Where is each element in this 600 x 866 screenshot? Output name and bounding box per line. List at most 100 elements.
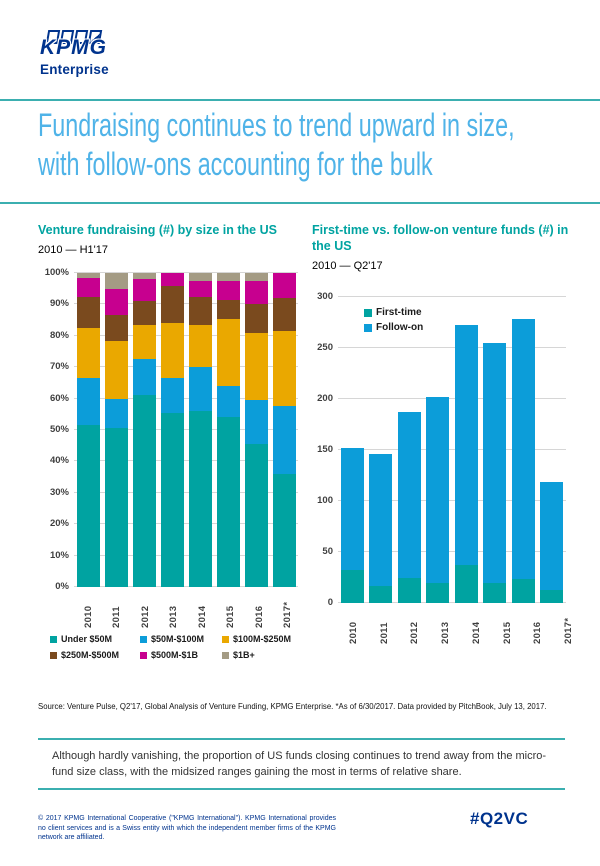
segment [104,288,128,316]
legend-label: $500M-$1B [151,650,199,660]
segment [454,324,478,566]
page-title: Fundraising continues to trend upward in… [38,106,515,184]
segment [272,331,296,407]
y-tick-label: 50% [49,424,69,435]
y-tick-label: 200 [317,393,333,405]
x-tick-label: 2016 [253,605,265,628]
segment [188,280,212,297]
y-tick-label: 80% [49,329,69,341]
page-title-line1: Fundraising continues to trend upward in… [38,107,515,143]
legend-swatch-icon [222,651,229,659]
segment [160,412,184,587]
segment [104,340,128,399]
segment [188,324,212,368]
gridline [338,347,566,348]
stacked-bars [338,297,566,603]
gridline [338,449,566,450]
y-tick-label: 250 [317,342,333,353]
bar-2014 [188,273,212,587]
segment [244,304,268,333]
gridline [74,491,298,493]
x-tick-label: 2015 [501,621,513,644]
segment [426,582,450,603]
legend-swatch-icon [222,635,229,643]
segment [132,301,156,325]
segment [160,273,184,286]
gridline [338,296,566,297]
chart-first-time-vs-follow-on: First-time vs. follow-on venture funds (… [312,222,584,644]
legend-label: Follow-on [376,322,424,333]
y-tick-label: 150 [317,444,333,455]
x-tick-label: 2011 [378,622,390,644]
divider-under-title [0,202,600,204]
segment [160,378,184,413]
chart-subtitle: 2010 — H1'17 [38,244,108,256]
segment [216,280,240,300]
segment [160,323,184,379]
x-tick-label: 2014 [470,621,482,644]
segment [216,417,240,587]
segment [188,411,212,587]
segment [244,400,268,445]
x-axis-labels: 2010 2011 2012 2013 2014 2015 2016 2017* [338,606,584,644]
y-tick-label: 50 [322,546,333,558]
segment [216,299,240,319]
segment [244,332,268,401]
y-tick-label: 100 [317,495,333,507]
segment [369,454,393,586]
y-tick-label: 10% [49,549,69,561]
callout-divider-bottom [38,788,565,790]
bar-2011 [369,297,393,603]
gridline [338,551,566,552]
segment [483,342,507,583]
segment [540,589,564,603]
segment [132,359,156,396]
segment [132,324,156,360]
y-tick-label: 0% [55,581,69,592]
segment [104,273,128,289]
bar-2011 [104,273,128,587]
legend-label: $100M-$250M [233,634,292,644]
segment [216,386,240,418]
x-axis-labels: 2010 2011 2012 2013 2014 2015 2016 2017* [74,590,302,628]
x-tick-label: 2015 [225,605,237,628]
callout-divider-top [38,738,565,740]
gridline [338,398,566,399]
legend-swatch-icon [50,635,57,643]
x-tick-label: 2011 [111,606,123,628]
source-note: Source: Venture Pulse, Q2'17, Global Ana… [38,702,547,711]
legend-item: $500M-$1B [140,650,222,660]
bar-2015 [216,273,240,587]
segment [132,395,156,587]
segment [188,296,212,325]
y-tick-label: 70% [49,361,69,373]
segment [540,481,564,590]
gridline [74,586,298,587]
legend-label: $1B+ [233,650,255,660]
segment [160,285,184,324]
segment [369,585,393,603]
chart-venture-fundraising-by-size: Venture fundraising (#) by size in the U… [38,222,302,660]
y-tick-label: 20% [49,518,69,530]
gridline [338,602,566,603]
y-tick-label: 0 [327,597,333,608]
bar-2016 [244,273,268,587]
chart-title: Venture fundraising (#) by size in the U… [38,223,277,237]
x-tick-label: 2012 [139,605,151,628]
legend-item: $1B+ [222,650,302,660]
y-tick-label: 90% [49,298,69,310]
callout-text: Although hardly vanishing, the proportio… [52,750,547,778]
segment [244,280,268,305]
legend-item: Follow-on [364,322,423,333]
x-tick-label: 2010 [347,621,359,644]
hashtag-label: #Q2VC [470,809,529,828]
stacked-bars [74,273,298,587]
copyright-text: © 2017 KPMG International Cooperative ("… [38,815,336,841]
segment [426,396,450,583]
segment [272,406,296,474]
segment [76,273,100,278]
y-axis: 0% 10% 20% 30% 40% 50% 60% 70% 80% 90% 100% [38,267,74,592]
bar-2010 [340,297,364,603]
legend-label: $250M-$500M [61,650,120,660]
